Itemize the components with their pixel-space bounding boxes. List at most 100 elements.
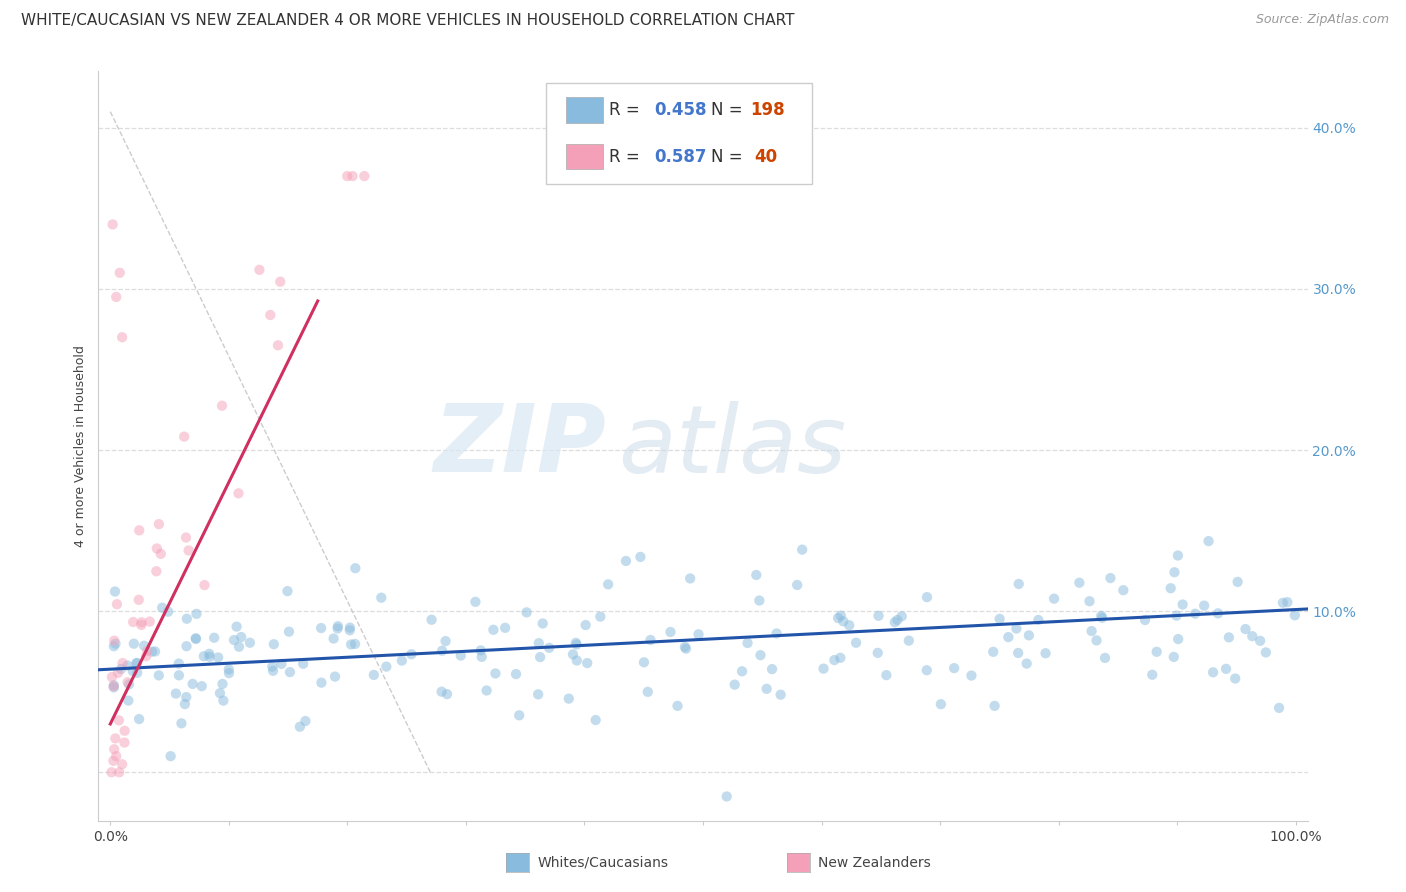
Point: [249, 262, 271, 277]
Point: [1099, 571, 1122, 585]
Point: [173, 429, 195, 443]
Point: [198, 647, 221, 661]
Text: New Zealanders: New Zealanders: [818, 855, 931, 870]
Point: [832, 615, 855, 629]
Point: [117, 658, 139, 673]
Point: [1234, 622, 1257, 636]
Point: [516, 606, 538, 620]
Point: [505, 667, 527, 681]
Text: WHITE/CAUCASIAN VS NEW ZEALANDER 4 OR MORE VEHICLES IN HOUSEHOLD CORRELATION CHA: WHITE/CAUCASIAN VS NEW ZEALANDER 4 OR MO…: [21, 13, 794, 29]
Point: [276, 584, 298, 599]
Point: [159, 749, 181, 764]
Point: [278, 624, 301, 639]
Point: [716, 789, 738, 804]
Point: [1271, 596, 1294, 610]
Y-axis label: 4 or more Vehicles in Household: 4 or more Vehicles in Household: [75, 345, 87, 547]
Point: [565, 636, 588, 650]
Point: [765, 626, 787, 640]
Point: [1091, 611, 1114, 625]
Text: Source: ZipAtlas.com: Source: ZipAtlas.com: [1256, 13, 1389, 27]
Point: [562, 648, 585, 662]
Point: [263, 637, 285, 651]
Point: [375, 659, 398, 673]
Point: [737, 636, 759, 650]
Point: [149, 547, 172, 561]
Point: [145, 564, 167, 578]
Point: [1085, 633, 1108, 648]
Point: [1163, 566, 1185, 580]
Point: [679, 572, 702, 586]
Point: [117, 675, 139, 690]
FancyBboxPatch shape: [567, 97, 603, 122]
Point: [475, 683, 498, 698]
Point: [125, 656, 148, 670]
Point: [761, 662, 783, 676]
Point: [111, 757, 134, 772]
Point: [558, 691, 581, 706]
Point: [434, 634, 457, 648]
Point: [111, 330, 134, 344]
Point: [110, 662, 132, 676]
Point: [886, 613, 908, 627]
Point: [143, 644, 166, 658]
Point: [1007, 646, 1029, 660]
Text: N =: N =: [711, 147, 748, 166]
Point: [529, 650, 551, 665]
Point: [363, 668, 385, 682]
Point: [1080, 624, 1102, 638]
Point: [1198, 534, 1220, 549]
Point: [125, 657, 148, 671]
Point: [127, 665, 149, 680]
Point: [748, 593, 770, 607]
Point: [1254, 645, 1277, 659]
Point: [100, 765, 122, 780]
Point: [868, 608, 890, 623]
Point: [323, 670, 346, 684]
Point: [174, 697, 197, 711]
Point: [666, 698, 689, 713]
Point: [420, 613, 443, 627]
Point: [128, 712, 150, 726]
Text: 198: 198: [751, 101, 785, 119]
Point: [339, 624, 361, 638]
Point: [176, 612, 198, 626]
Point: [391, 654, 413, 668]
Point: [136, 644, 159, 658]
Point: [929, 697, 952, 711]
Point: [128, 524, 150, 538]
Point: [309, 621, 332, 635]
Point: [875, 668, 897, 682]
Point: [576, 656, 599, 670]
Point: [1166, 608, 1188, 623]
Point: [1163, 649, 1185, 664]
Point: [108, 765, 131, 780]
Point: [1171, 598, 1194, 612]
Point: [122, 664, 145, 678]
Point: [1112, 583, 1135, 598]
Point: [262, 664, 284, 678]
Point: [174, 690, 197, 704]
Point: [745, 568, 768, 582]
Point: [117, 693, 139, 707]
Point: [508, 708, 530, 723]
Text: N =: N =: [711, 101, 748, 119]
Point: [135, 649, 157, 664]
Point: [141, 645, 163, 659]
Point: [675, 641, 697, 656]
Point: [104, 637, 127, 651]
Point: [150, 600, 173, 615]
Point: [103, 633, 125, 648]
Point: [575, 618, 598, 632]
Point: [148, 668, 170, 682]
Point: [430, 644, 453, 658]
Point: [165, 687, 187, 701]
Point: [983, 698, 1005, 713]
Point: [294, 714, 316, 728]
Point: [1284, 608, 1306, 623]
Point: [218, 663, 240, 677]
Point: [228, 640, 250, 654]
Point: [589, 609, 612, 624]
Point: [114, 723, 136, 738]
Point: [103, 678, 125, 692]
Point: [1241, 629, 1264, 643]
